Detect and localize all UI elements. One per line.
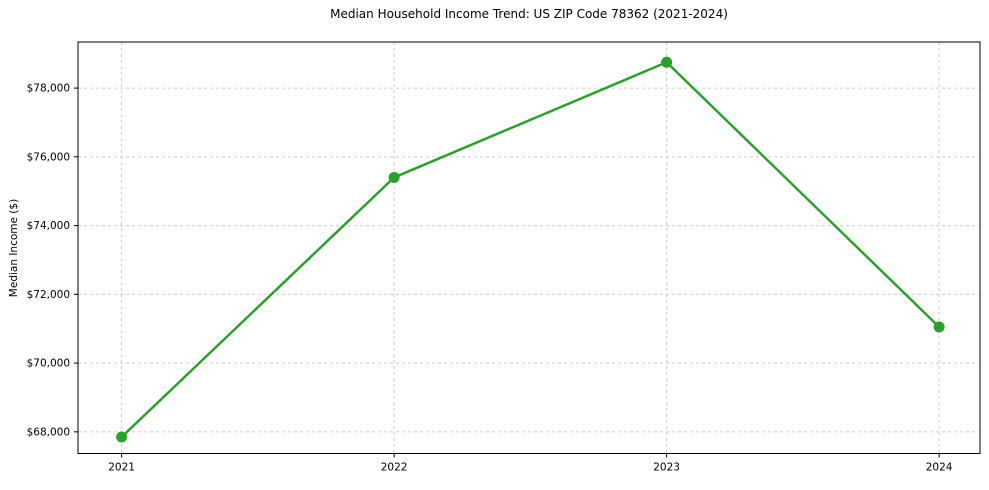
data-point: [661, 56, 673, 68]
y-tick-label: $74,000: [27, 220, 70, 232]
y-tick-label: $78,000: [27, 83, 70, 95]
y-tick-label: $76,000: [27, 151, 70, 163]
x-tick-label: 2021: [108, 462, 135, 474]
data-point: [116, 431, 128, 443]
data-point: [933, 321, 945, 333]
x-tick-label: 2022: [381, 462, 408, 474]
y-tick-label: $72,000: [27, 289, 70, 301]
trend-line: [120, 61, 941, 439]
data-point: [388, 171, 400, 183]
y-tick-label: $68,000: [27, 426, 70, 438]
x-tick-label: 2024: [926, 462, 953, 474]
y-axis-label: Median Income ($): [8, 198, 20, 298]
plot-border: [77, 41, 981, 454]
x-tick-label: 2023: [653, 462, 680, 474]
y-tick-label: $70,000: [27, 358, 70, 370]
chart-title: Median Household Income Trend: US ZIP Co…: [330, 7, 728, 21]
